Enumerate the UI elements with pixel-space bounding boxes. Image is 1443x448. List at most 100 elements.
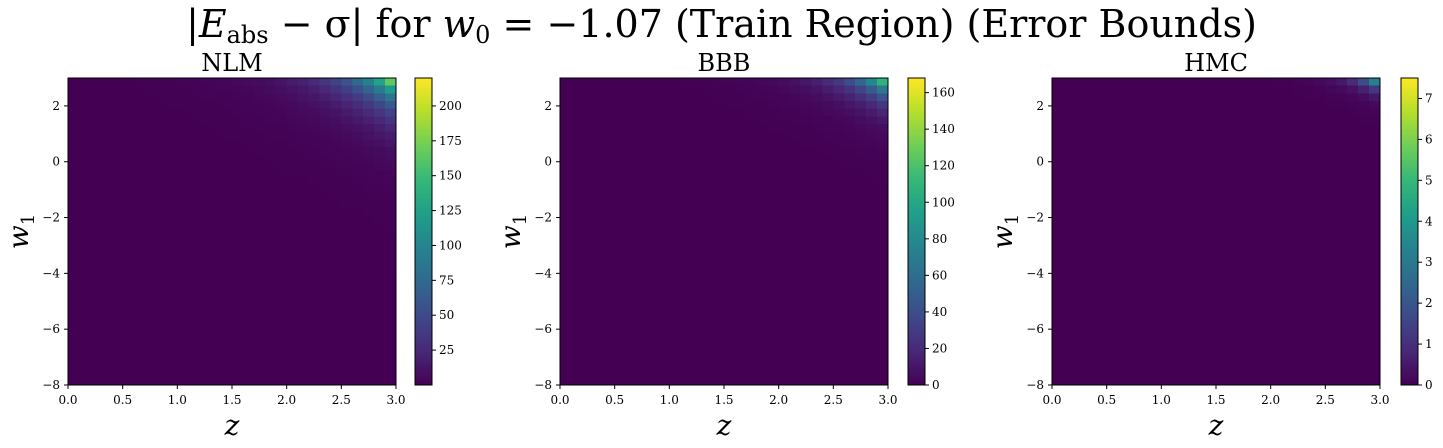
heatmap-cell [199, 277, 211, 286]
heatmap-cell [210, 377, 222, 386]
heatmap-cell [68, 170, 80, 179]
heatmap-cell [822, 223, 834, 233]
heatmap-cell [745, 331, 758, 340]
heatmap-cell [1292, 300, 1305, 309]
heatmap-cell [866, 93, 878, 102]
heatmap-cell [68, 346, 80, 355]
heatmap-cell [636, 78, 649, 87]
colorbar-segment [1401, 285, 1418, 289]
heatmap-cell [1073, 246, 1086, 256]
colorbar-segment [415, 203, 432, 207]
heatmap-cell [319, 346, 331, 355]
heatmap-cell [363, 116, 375, 125]
colorbar-segment [908, 108, 925, 112]
heatmap-cell [866, 369, 878, 378]
heatmap-cell [844, 323, 856, 332]
heatmap-cell [767, 354, 780, 363]
heatmap-cell [1325, 93, 1337, 102]
colorbar-segment [908, 80, 925, 84]
heatmap-cell [1281, 346, 1294, 355]
colorbar-segment [415, 93, 432, 97]
heatmap-cell [166, 300, 178, 309]
heatmap-cell [1270, 331, 1283, 340]
colorbar-segment [415, 328, 432, 332]
heatmap-cell [275, 185, 288, 194]
heatmap-cell [155, 285, 167, 294]
heatmap-cell [297, 124, 310, 133]
heatmap-cell [1226, 147, 1239, 156]
heatmap-cell [275, 177, 288, 187]
x-tick-label: 1.0 [168, 393, 187, 407]
heatmap-cell [713, 338, 725, 348]
colorbar-segment [415, 344, 432, 348]
heatmap-cell [319, 101, 331, 110]
heatmap-cell [581, 101, 594, 110]
heatmap-cell [789, 131, 802, 140]
heatmap-cell [68, 208, 80, 217]
colorbar-segment [1401, 85, 1418, 89]
heatmap-cell [1292, 216, 1305, 225]
heatmap-cell [713, 377, 725, 386]
heatmap-cell [1073, 369, 1086, 378]
heatmap-cell [199, 78, 211, 87]
heatmap-cell [822, 78, 834, 87]
heatmap-cell [745, 208, 758, 217]
heatmap-cell [1117, 193, 1130, 202]
heatmap-cell [1106, 239, 1119, 248]
heatmap-cell [669, 315, 681, 325]
heatmap-cell [1325, 369, 1337, 378]
heatmap-cell [603, 308, 616, 317]
heatmap-cell [745, 361, 758, 371]
heatmap-cell [68, 78, 80, 87]
heatmap-cell [603, 300, 616, 309]
heatmap-cell [1052, 285, 1064, 294]
heatmap-cell [1325, 269, 1337, 279]
heatmap-cell [1117, 346, 1130, 355]
heatmap-cell [1150, 108, 1162, 117]
heatmap-cell [253, 193, 266, 202]
heatmap-cell [232, 139, 244, 148]
heatmap-cell [133, 124, 146, 133]
heatmap-cell [199, 285, 211, 294]
colorbar-segment [908, 369, 925, 373]
heatmap-cell [111, 85, 124, 94]
heatmap-cell [713, 216, 725, 225]
heatmap-cell [1106, 300, 1119, 309]
heatmap-cell [614, 338, 627, 348]
heatmap-cell [833, 231, 845, 240]
heatmap-cell [756, 139, 769, 148]
heatmap-cell [1216, 170, 1228, 179]
heatmap-cell [374, 277, 386, 286]
heatmap-cell [680, 308, 692, 317]
colorbar-segment [908, 349, 925, 353]
heatmap-cell [374, 323, 386, 332]
heatmap-cell [374, 239, 386, 248]
colorbar-segment [415, 108, 432, 112]
heatmap-cell [297, 315, 310, 325]
heatmap-cell [866, 377, 878, 386]
heatmap-cell [188, 162, 200, 171]
heatmap-cell [592, 262, 605, 271]
heatmap-cell [242, 285, 255, 294]
colorbar-segment [908, 323, 925, 327]
heatmap-cell [1117, 177, 1130, 187]
heatmap-cell [68, 338, 80, 348]
heatmap-cell [1259, 285, 1272, 294]
heatmap-cell [800, 185, 813, 194]
heatmap-cell [133, 323, 146, 332]
heatmap-cell [253, 216, 266, 225]
heatmap-cell [570, 254, 583, 263]
heatmap-cell [1314, 285, 1326, 294]
heatmap-cell [1325, 277, 1337, 286]
heatmap-cell [691, 208, 703, 217]
heatmap-cell [1161, 346, 1173, 355]
heatmap-cell [855, 147, 867, 156]
heatmap-cell [1117, 292, 1130, 302]
heatmap-cell [778, 223, 791, 233]
heatmap-cell [1052, 131, 1064, 140]
heatmap-cell [844, 78, 856, 87]
heatmap-cell [374, 315, 386, 325]
heatmap-cell [822, 277, 834, 286]
heatmap-cell [1216, 85, 1228, 94]
heatmap-cell [1270, 116, 1283, 125]
